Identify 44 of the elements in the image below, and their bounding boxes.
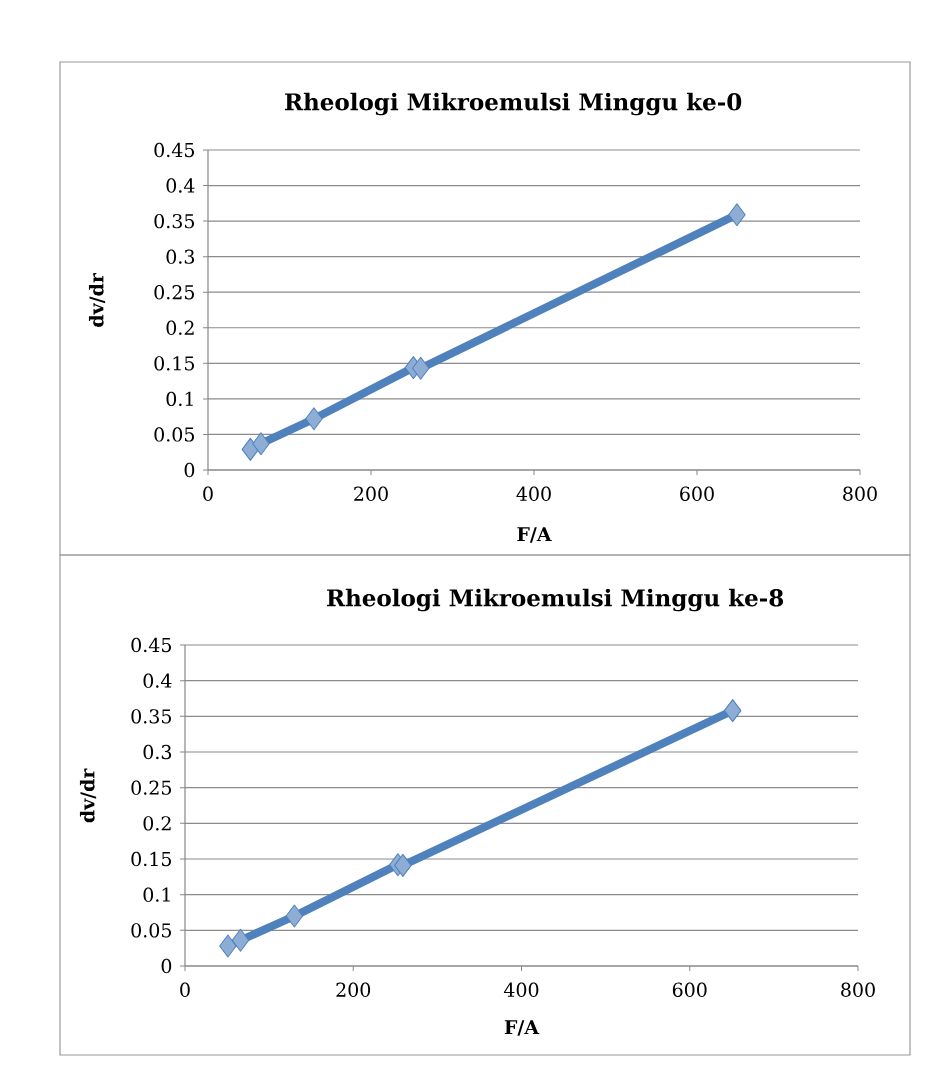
point bbox=[305, 407, 323, 431]
y-axis-title: dv/dr bbox=[79, 768, 97, 823]
x-tick-label: 0 bbox=[203, 486, 213, 501]
x-axis-title: F/A bbox=[504, 1020, 540, 1036]
y-tick-label: 0.4 bbox=[143, 673, 172, 688]
x-tick-label: 600 bbox=[672, 982, 707, 997]
y-tick-label: 0.2 bbox=[166, 320, 194, 335]
chart-title: Rheologi Mikroemulsi Minggu ke-8 bbox=[327, 588, 784, 612]
y-tick-label: 0 bbox=[161, 958, 172, 974]
y-tick-label: 0 bbox=[184, 462, 195, 478]
y-tick-label: 0.1 bbox=[166, 391, 193, 407]
y-tick-label: 0.05 bbox=[131, 923, 171, 938]
x-tick-label: 200 bbox=[354, 486, 388, 501]
point bbox=[219, 934, 237, 958]
x-tick-label: 200 bbox=[336, 982, 371, 997]
x-tick-label: 600 bbox=[680, 486, 714, 501]
y-tick-label: 0.2 bbox=[143, 816, 171, 831]
y-tick-label: 0.1 bbox=[143, 887, 170, 902]
y-tick-label: 0.4 bbox=[166, 178, 195, 193]
point bbox=[252, 432, 270, 456]
x-tick-label: 800 bbox=[841, 982, 875, 997]
point bbox=[231, 928, 250, 952]
y-tick-label: 0.25 bbox=[154, 285, 194, 300]
y-tick-label: 0.15 bbox=[154, 356, 194, 371]
point bbox=[285, 904, 304, 928]
x-tick-label: 400 bbox=[516, 486, 551, 501]
y-tick-label: 0.35 bbox=[154, 213, 194, 229]
y-tick-label: 0.45 bbox=[131, 637, 171, 653]
y-axis-title: dv/dr bbox=[88, 272, 106, 327]
x-tick-label: 800 bbox=[843, 486, 877, 501]
point bbox=[394, 853, 412, 877]
point bbox=[728, 203, 746, 227]
chart-title: Rheologi Mikroemulsi Minggu ke-0 bbox=[285, 92, 742, 116]
y-tick-label: 0.3 bbox=[143, 744, 172, 760]
x-tick-label: 400 bbox=[503, 982, 539, 997]
y-tick-label: 0.35 bbox=[131, 709, 171, 724]
x-axis-title: F/A bbox=[517, 527, 552, 543]
y-tick-label: 0.3 bbox=[166, 249, 195, 264]
point bbox=[723, 699, 742, 723]
y-tick-label: 0.05 bbox=[154, 427, 194, 442]
y-tick-label: 0.15 bbox=[131, 851, 171, 867]
point bbox=[411, 356, 430, 380]
y-tick-label: 0.25 bbox=[131, 780, 171, 795]
y-tick-label: 0.45 bbox=[154, 142, 194, 158]
